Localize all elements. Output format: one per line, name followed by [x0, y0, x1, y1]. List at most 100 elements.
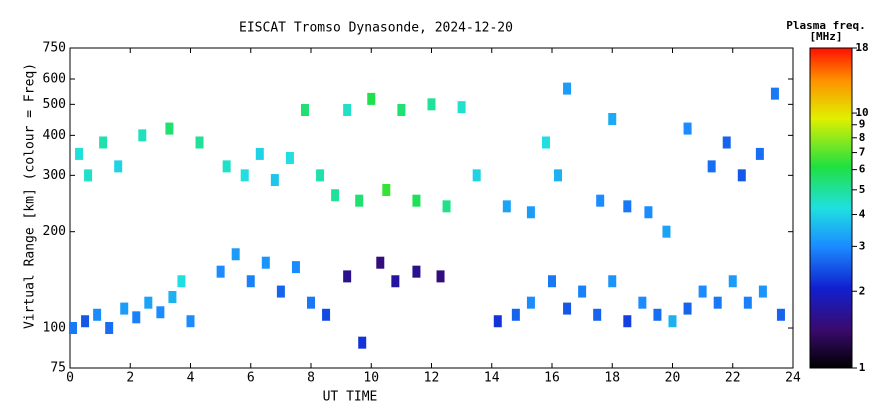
echo: [596, 194, 605, 207]
colorbar-title: [MHz]: [809, 30, 842, 43]
echo: [758, 285, 767, 298]
y-tick-label: 75: [50, 361, 66, 376]
echo: [99, 136, 108, 149]
echo: [75, 147, 84, 160]
echo: [358, 336, 367, 349]
echo: [493, 315, 502, 328]
echo: [728, 275, 737, 288]
echo: [608, 112, 617, 125]
echo: [331, 189, 340, 202]
y-tick-label: 600: [43, 72, 66, 87]
echo: [743, 296, 752, 309]
y-tick-label: 100: [43, 321, 66, 336]
x-tick-label: 18: [604, 371, 620, 386]
colorbar-tick-label: 4: [859, 208, 866, 221]
echo: [698, 285, 707, 298]
echo: [457, 101, 466, 114]
echo: [623, 200, 632, 213]
echo: [322, 308, 331, 321]
echo: [623, 315, 632, 328]
echo: [776, 308, 785, 321]
echo: [653, 308, 662, 321]
echo: [770, 87, 779, 100]
echo: [144, 296, 153, 309]
echo: [316, 169, 325, 182]
echo: [427, 98, 436, 111]
colorbar-title: Plasma freq.: [786, 19, 865, 32]
echo: [548, 275, 556, 288]
x-axis-label: UT TIME: [323, 390, 378, 405]
echo: [307, 296, 315, 309]
echo: [355, 194, 364, 207]
x-tick-label: 24: [785, 371, 801, 386]
x-tick-label: 10: [363, 371, 379, 386]
x-tick-label: 0: [66, 371, 74, 386]
echo: [511, 308, 520, 321]
echo: [276, 285, 285, 298]
y-axis-label: Virtual Range [km] (colour = Freq): [23, 63, 38, 329]
echo: [638, 296, 647, 309]
y-tick-label: 400: [43, 128, 66, 143]
x-tick-label: 6: [247, 371, 255, 386]
echo: [222, 160, 231, 173]
echo: [81, 315, 90, 328]
echo: [156, 306, 165, 319]
echo: [382, 183, 391, 196]
echo: [502, 200, 511, 213]
echo: [578, 285, 587, 298]
echo: [593, 308, 602, 321]
echo: [195, 136, 204, 149]
echo: [662, 225, 671, 238]
colorbar-tick-label: 6: [859, 163, 866, 176]
x-tick-label: 22: [725, 371, 741, 386]
chart-title: EISCAT Tromso Dynasonde, 2024-12-20: [239, 21, 513, 36]
echo: [300, 104, 309, 117]
echo: [168, 291, 177, 304]
echo: [367, 92, 376, 105]
colorbar-tick-label: 10: [855, 106, 868, 119]
x-tick-label: 12: [424, 371, 440, 386]
echo: [93, 308, 102, 321]
echo: [261, 256, 270, 269]
echo: [397, 104, 406, 117]
echo: [526, 296, 535, 309]
echo: [554, 169, 563, 182]
echo: [114, 160, 123, 173]
echo: [713, 296, 722, 309]
echo: [240, 169, 249, 182]
echo: [132, 311, 141, 324]
echo: [177, 275, 186, 288]
x-tick-label: 8: [307, 371, 315, 386]
echo: [270, 174, 279, 187]
plot-frame: [69, 47, 794, 369]
echo: [722, 136, 731, 149]
x-tick-label: 20: [665, 371, 681, 386]
echo: [246, 275, 255, 288]
colorbar-tick-label: 1: [859, 361, 866, 374]
y-tick-label: 750: [43, 41, 66, 56]
echo: [412, 194, 421, 207]
echo: [412, 265, 421, 278]
echo: [216, 265, 225, 278]
echo: [343, 270, 352, 283]
echo: [563, 302, 572, 315]
echo: [69, 322, 78, 335]
echo: [683, 302, 692, 315]
echo: [376, 256, 385, 269]
echo: [120, 302, 129, 315]
echo: [563, 82, 572, 95]
colorbar-tick-label: 3: [859, 239, 866, 252]
echo: [668, 315, 677, 328]
colorbar-tick-label: 2: [859, 284, 866, 297]
echo: [255, 147, 264, 160]
echo: [541, 136, 550, 149]
echo: [608, 275, 617, 288]
echo: [436, 270, 445, 283]
echo: [683, 122, 692, 135]
colorbar: [809, 47, 853, 369]
echo: [737, 169, 746, 182]
echo: [526, 206, 535, 219]
echo: [165, 122, 174, 135]
echo: [291, 261, 300, 274]
